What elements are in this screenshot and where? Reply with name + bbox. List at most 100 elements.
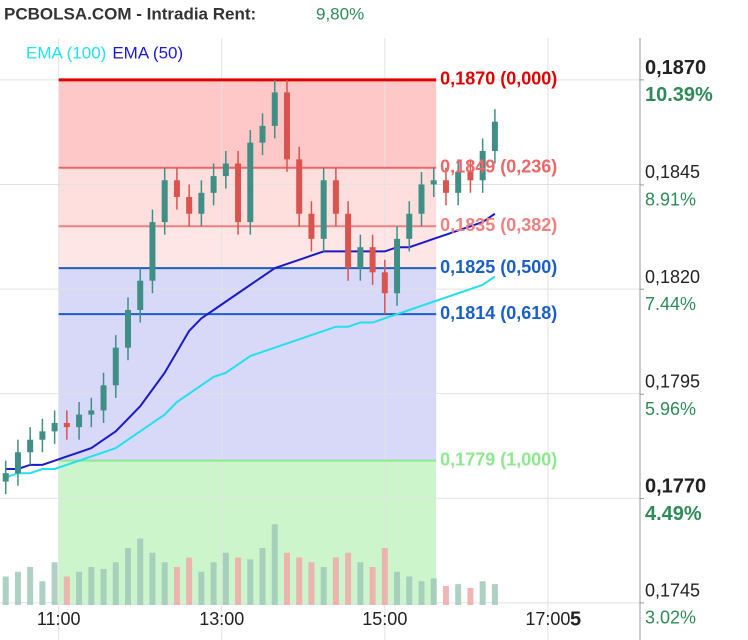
candle-body xyxy=(112,347,119,386)
candle-body xyxy=(51,422,58,432)
volume-bar xyxy=(394,571,401,605)
y2-tick-label: 7.44% xyxy=(645,294,696,314)
volume-bar xyxy=(88,567,95,605)
y-tick-label: 0,1845 xyxy=(645,162,700,182)
volume-bar xyxy=(332,557,339,605)
volume-bar xyxy=(100,568,107,605)
candle-body xyxy=(418,184,425,214)
candle-body xyxy=(332,180,339,214)
candle-body xyxy=(173,180,180,198)
volume-bar xyxy=(39,581,46,605)
fib-label: 0,1835 (0,382) xyxy=(440,215,557,235)
volume-bar xyxy=(491,584,498,605)
candle-body xyxy=(271,92,278,126)
fib-zone xyxy=(58,314,437,461)
y2-tick-label: 5.96% xyxy=(645,399,696,419)
x-tick-label: 11:00 xyxy=(37,609,81,629)
candle-body xyxy=(308,213,315,239)
candle-body xyxy=(63,422,70,428)
volume-bar xyxy=(418,581,425,605)
candle-body xyxy=(186,197,193,214)
volume-bar xyxy=(76,571,83,605)
candle-body xyxy=(39,431,46,440)
y-tick-label: 0,1820 xyxy=(645,267,700,287)
volume-bar xyxy=(455,584,462,605)
fib-zone xyxy=(58,268,437,315)
volume-bar xyxy=(381,548,388,605)
volume-bar xyxy=(308,562,315,605)
y-tick-label: 0,1795 xyxy=(645,371,700,391)
candle-body xyxy=(76,414,83,428)
volume-bar xyxy=(259,548,266,605)
fib-label: 0,1814 (0,618) xyxy=(440,303,557,323)
y2-tick-label: 8.91% xyxy=(645,190,696,210)
candle-body xyxy=(491,121,498,151)
candle-body xyxy=(235,163,242,223)
volume-bar xyxy=(357,562,364,605)
volume-bar xyxy=(137,538,144,605)
y-tick-label: 0,1745 xyxy=(645,581,700,601)
volume-bar xyxy=(210,562,217,605)
candle-body xyxy=(222,163,229,177)
volume-bar xyxy=(198,571,205,605)
volume-bar xyxy=(186,557,193,605)
x-tick-label: 17:00 xyxy=(525,609,570,629)
volume-bar xyxy=(296,557,303,605)
volume-bar xyxy=(51,562,58,605)
fib-label: 0,1779 (1,000) xyxy=(440,449,557,469)
candle-body xyxy=(455,171,462,193)
volume-bar xyxy=(161,562,168,605)
volume-bar xyxy=(14,571,21,605)
y2-tick-label: 10.39% xyxy=(645,84,713,106)
volume-bar xyxy=(320,567,327,605)
volume-bar xyxy=(149,552,156,605)
candle-body xyxy=(100,385,107,411)
candle-body xyxy=(2,473,9,482)
fib-zone xyxy=(58,226,437,269)
candle-body xyxy=(369,247,376,273)
candle-body xyxy=(88,410,95,415)
x-tick-label: 13:00 xyxy=(199,609,244,629)
volume-bar xyxy=(222,552,229,605)
candle-body xyxy=(198,192,205,214)
volume-bar xyxy=(247,559,254,605)
candle-body xyxy=(442,180,449,193)
chart-subtitle: 9,80% xyxy=(316,4,364,23)
legend-entry: EMA (100) xyxy=(26,43,106,62)
candle-body xyxy=(320,180,327,239)
candle-body xyxy=(357,247,364,269)
candle-body xyxy=(479,150,486,181)
volume-bar xyxy=(27,567,34,605)
volume-bar xyxy=(283,552,290,605)
candle-body xyxy=(381,272,388,294)
candle-body xyxy=(137,280,144,310)
y-tick-label: 0,1870 xyxy=(645,57,706,79)
volume-bar xyxy=(2,576,9,605)
candle-body xyxy=(430,180,437,185)
ema-line xyxy=(5,275,496,479)
volume-bar xyxy=(271,524,278,605)
volume-bar xyxy=(369,567,376,605)
candle-body xyxy=(259,125,266,143)
corner-label: 5 xyxy=(570,608,581,630)
volume-bar xyxy=(442,586,449,605)
candle-body xyxy=(296,159,303,214)
volume-bar xyxy=(345,552,352,605)
candle-body xyxy=(467,171,474,181)
candle-body xyxy=(125,309,131,348)
volume-bar xyxy=(112,562,119,605)
candle-body xyxy=(149,222,156,281)
candle-body xyxy=(210,176,217,193)
candle-body xyxy=(247,142,254,223)
fib-label: 0,1849 (0,236) xyxy=(440,156,557,176)
header-bg xyxy=(0,0,640,30)
candle-body xyxy=(406,213,413,239)
volume-bar xyxy=(406,576,413,605)
candle-body xyxy=(14,452,21,474)
candle-body xyxy=(345,213,352,269)
y2-tick-label: 4.49% xyxy=(645,503,702,525)
candle-body xyxy=(394,238,401,294)
candle-body xyxy=(283,92,290,160)
fib-label: 0,1825 (0,500) xyxy=(440,257,557,277)
